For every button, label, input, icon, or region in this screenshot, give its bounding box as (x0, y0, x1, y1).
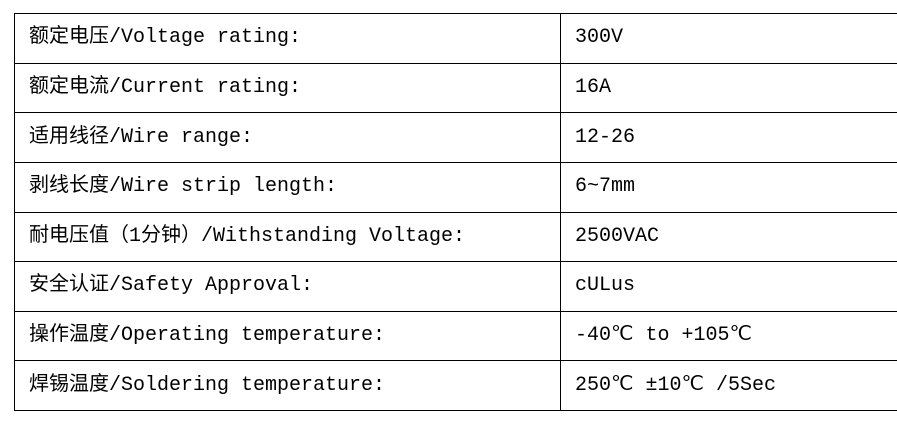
spec-label-withstanding-voltage: 耐电压值（1分钟）/Withstanding Voltage: (14, 211, 561, 263)
table-row: 剥线长度/Wire strip length: 6~7mm (14, 161, 897, 213)
table-row: 操作温度/Operating temperature: -40℃ to +105… (14, 310, 897, 362)
spec-label-current-rating: 额定电流/Current rating: (14, 62, 561, 114)
spec-label-safety-approval: 安全认证/Safety Approval: (14, 261, 561, 312)
table-row: 适用线径/Wire range: 12-26 (14, 112, 897, 163)
spec-value-soldering-temperature: 250℃ ±10℃ /5Sec (560, 360, 897, 411)
spec-value-voltage-rating: 300V (560, 13, 897, 64)
table-row: 额定电流/Current rating: 16A (14, 62, 897, 114)
spec-label-soldering-temperature: 焊锡温度/Soldering temperature: (14, 360, 561, 411)
table-row: 安全认证/Safety Approval: cULus (14, 261, 897, 312)
table-row: 焊锡温度/Soldering temperature: 250℃ ±10℃ /5… (14, 360, 897, 411)
spec-value-current-rating: 16A (560, 62, 897, 114)
specification-table: 额定电压/Voltage rating: 300V 额定电流/Current r… (14, 13, 897, 411)
spec-label-wire-strip-length: 剥线长度/Wire strip length: (14, 161, 561, 213)
spec-value-safety-approval: cULus (560, 261, 897, 312)
table-row: 耐电压值（1分钟）/Withstanding Voltage: 2500VAC (14, 211, 897, 263)
spec-label-voltage-rating: 额定电压/Voltage rating: (14, 13, 561, 64)
spec-value-operating-temperature: -40℃ to +105℃ (560, 310, 897, 362)
spec-label-operating-temperature: 操作温度/Operating temperature: (14, 310, 561, 362)
spec-value-withstanding-voltage: 2500VAC (560, 211, 897, 263)
table-row: 额定电压/Voltage rating: 300V (14, 13, 897, 64)
spec-label-wire-range: 适用线径/Wire range: (14, 112, 561, 163)
spec-value-wire-range: 12-26 (560, 112, 897, 163)
spec-value-wire-strip-length: 6~7mm (560, 161, 897, 213)
